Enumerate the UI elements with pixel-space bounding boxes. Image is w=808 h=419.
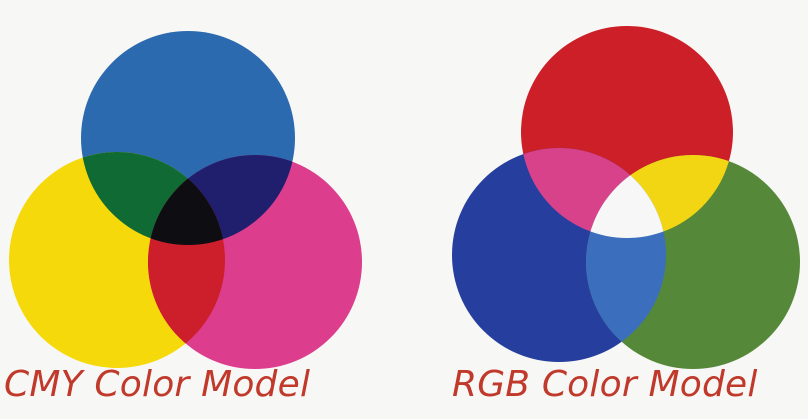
cmy-model-caption: CMY Color Model xyxy=(4,364,311,405)
rgb-overlap-center xyxy=(586,155,666,238)
cmy-overlap-center xyxy=(148,155,225,245)
rgb-model-caption: RGB Color Model xyxy=(452,364,758,405)
cmy-venn-diagram xyxy=(9,31,362,369)
rgb-venn-diagram xyxy=(452,26,800,369)
